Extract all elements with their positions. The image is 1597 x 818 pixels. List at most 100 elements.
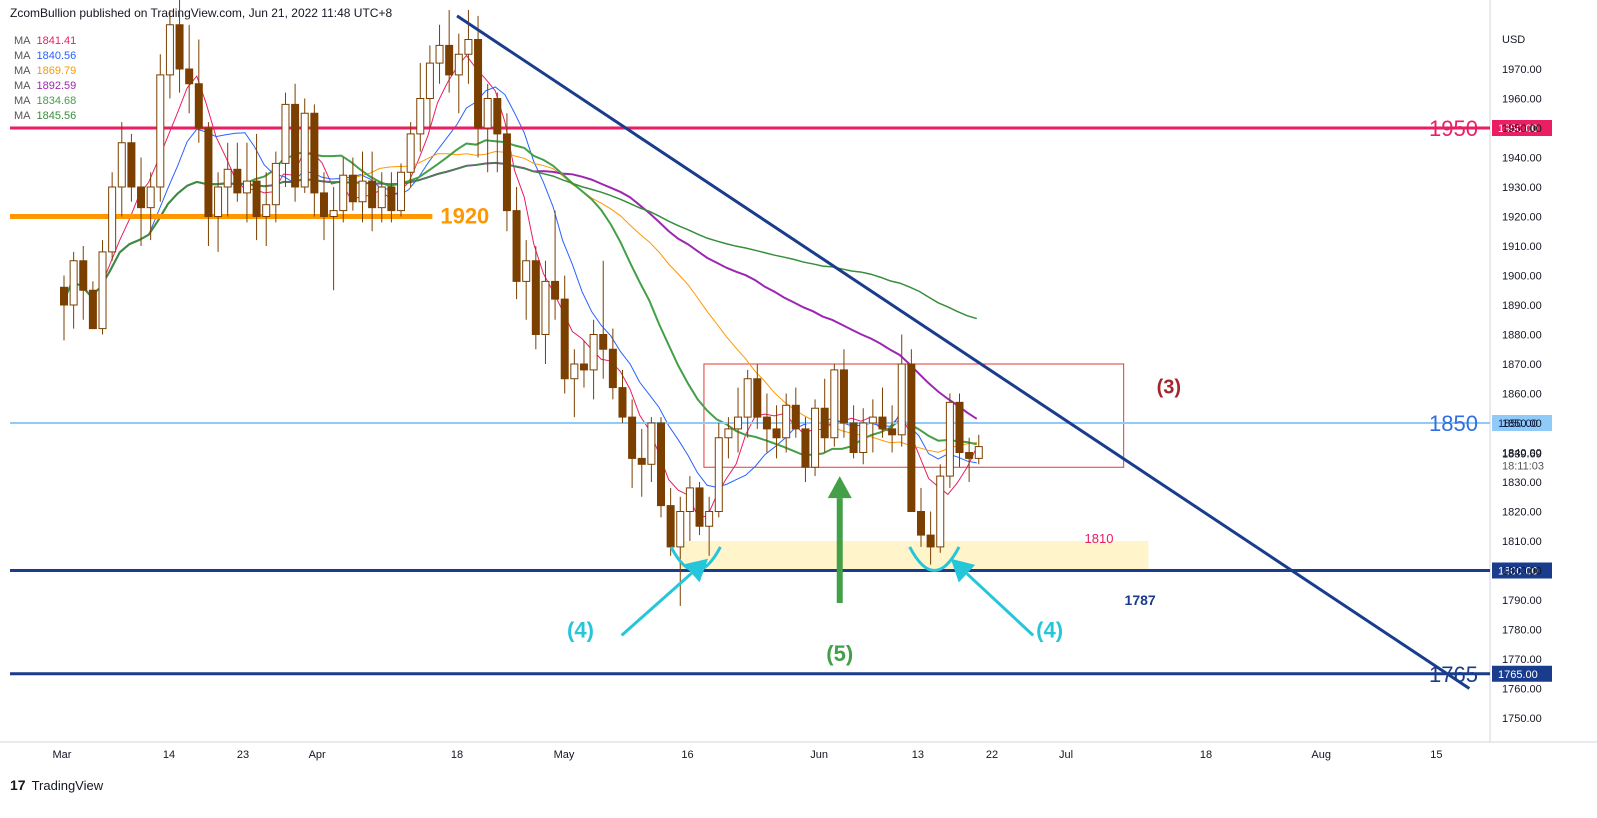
candle-body <box>252 180 261 218</box>
candle-body <box>657 422 666 507</box>
price-badge <box>1492 415 1552 431</box>
candle-body <box>974 446 983 459</box>
arrow-right-bottom-shaft <box>965 572 1035 637</box>
time-tick-label: 13 <box>912 749 924 761</box>
candle-body <box>214 186 223 217</box>
candle-body <box>368 180 377 209</box>
ma-value: 1869.79 <box>36 65 77 77</box>
currency-label: USD <box>1502 34 1525 46</box>
candle-body <box>724 428 733 439</box>
candle-body <box>454 53 463 76</box>
price-tick-label: 1910.00 <box>1502 241 1542 253</box>
candle-body <box>425 62 434 99</box>
candle-body <box>560 298 569 380</box>
tradingview-logo-icon: 17 <box>10 777 26 793</box>
candle-body <box>397 171 406 212</box>
trendline <box>456 14 1471 690</box>
candle-body <box>445 44 454 76</box>
candle-body <box>647 422 656 465</box>
candle-body <box>551 280 560 300</box>
ma-legend-row: MA 1869.79 <box>14 64 76 79</box>
candle-body <box>772 428 781 439</box>
price-axis: USD 1750.00 1760.00 1770.00 1780.00 1790.00 18… <box>1502 34 1544 725</box>
candle-body <box>175 24 184 70</box>
candle-body <box>291 103 300 188</box>
candle-body <box>839 369 848 424</box>
candle-body <box>888 428 897 436</box>
candle-body <box>271 162 280 206</box>
price-tick-label: 1880.00 <box>1502 330 1542 342</box>
time-tick-label: 14 <box>163 749 175 761</box>
ma-label: MA <box>14 35 31 47</box>
price-tick-label: 1850.00 <box>1502 418 1542 430</box>
price-tick-label: 1820.00 <box>1502 507 1542 519</box>
ma-label: MA <box>14 80 31 92</box>
candle-body <box>897 363 906 436</box>
price-tick-label: 1970.00 <box>1502 64 1542 76</box>
candle-body <box>185 68 194 85</box>
candle-body <box>416 98 425 135</box>
candle-body <box>714 437 723 512</box>
ma-label: MA <box>14 65 31 77</box>
candle-body <box>493 98 502 135</box>
candle-body <box>936 475 945 548</box>
candle-body <box>830 369 839 439</box>
annotation-label: (4) <box>567 618 594 643</box>
price-tick-label: 1870.00 <box>1502 359 1542 371</box>
price-badge <box>1492 120 1552 136</box>
time-tick-label: Aug <box>1311 749 1331 761</box>
price-tick-label: 1860.00 <box>1502 389 1542 401</box>
candle-body <box>88 289 97 330</box>
candle-body <box>60 286 68 306</box>
candle-body <box>464 39 473 55</box>
ma-legend: MA 1841.41 MA 1840.56 MA 1869.79 MA 1892.59 MA 18… <box>14 34 76 124</box>
candle-body <box>859 422 868 453</box>
price-tick-label: 1840.00 <box>1502 448 1542 460</box>
price-badge-label: 1950.00 <box>1498 123 1538 135</box>
candles <box>60 0 983 606</box>
grid <box>0 0 1597 743</box>
arrow-right-bottom-head <box>950 558 976 583</box>
time-tick-label: 16 <box>681 749 693 761</box>
time-tick-label: May <box>554 749 575 761</box>
candle-body <box>223 168 232 188</box>
candle-body <box>907 363 916 512</box>
candle-body <box>165 24 174 76</box>
time-tick-label: Jun <box>810 749 828 761</box>
price-tick-label: 1790.00 <box>1502 595 1542 607</box>
candle-body <box>955 401 964 454</box>
ma-label: MA <box>14 50 31 62</box>
countdown-label: 18:11:03 <box>1502 460 1544 472</box>
ma-legend-row: MA 1841.41 <box>14 34 76 49</box>
candle-body <box>108 186 117 253</box>
price-badge <box>1492 665 1552 682</box>
candle-body <box>608 348 617 389</box>
candle-body <box>531 260 540 335</box>
consolidation-label: (3) <box>1157 377 1181 399</box>
ma-value: 1834.68 <box>36 95 77 107</box>
candle-body <box>435 44 444 64</box>
ma-value: 1845.56 <box>36 110 77 122</box>
candle-body <box>676 511 685 548</box>
candle-body <box>204 127 213 217</box>
candle-body <box>743 378 752 418</box>
time-tick-label: 15 <box>1430 749 1442 761</box>
current-price-label: 1839.69 <box>1502 448 1542 460</box>
candle-body <box>599 334 608 350</box>
candle-body <box>69 260 78 306</box>
candle-body <box>300 112 309 188</box>
candle-body <box>618 387 627 418</box>
ma-value: 1892.59 <box>36 80 77 92</box>
candle-body <box>319 192 328 217</box>
candle-body <box>926 534 935 548</box>
candle-body <box>358 180 367 203</box>
candle-body <box>406 133 415 173</box>
price-badge-label: 1765.00 <box>1498 669 1538 681</box>
price-badge-label: 1800.00 <box>1498 566 1538 578</box>
downtrend-line <box>456 14 1471 690</box>
candle-body <box>194 83 203 129</box>
time-tick-label: Mar <box>53 749 72 761</box>
candle-body <box>98 251 107 330</box>
